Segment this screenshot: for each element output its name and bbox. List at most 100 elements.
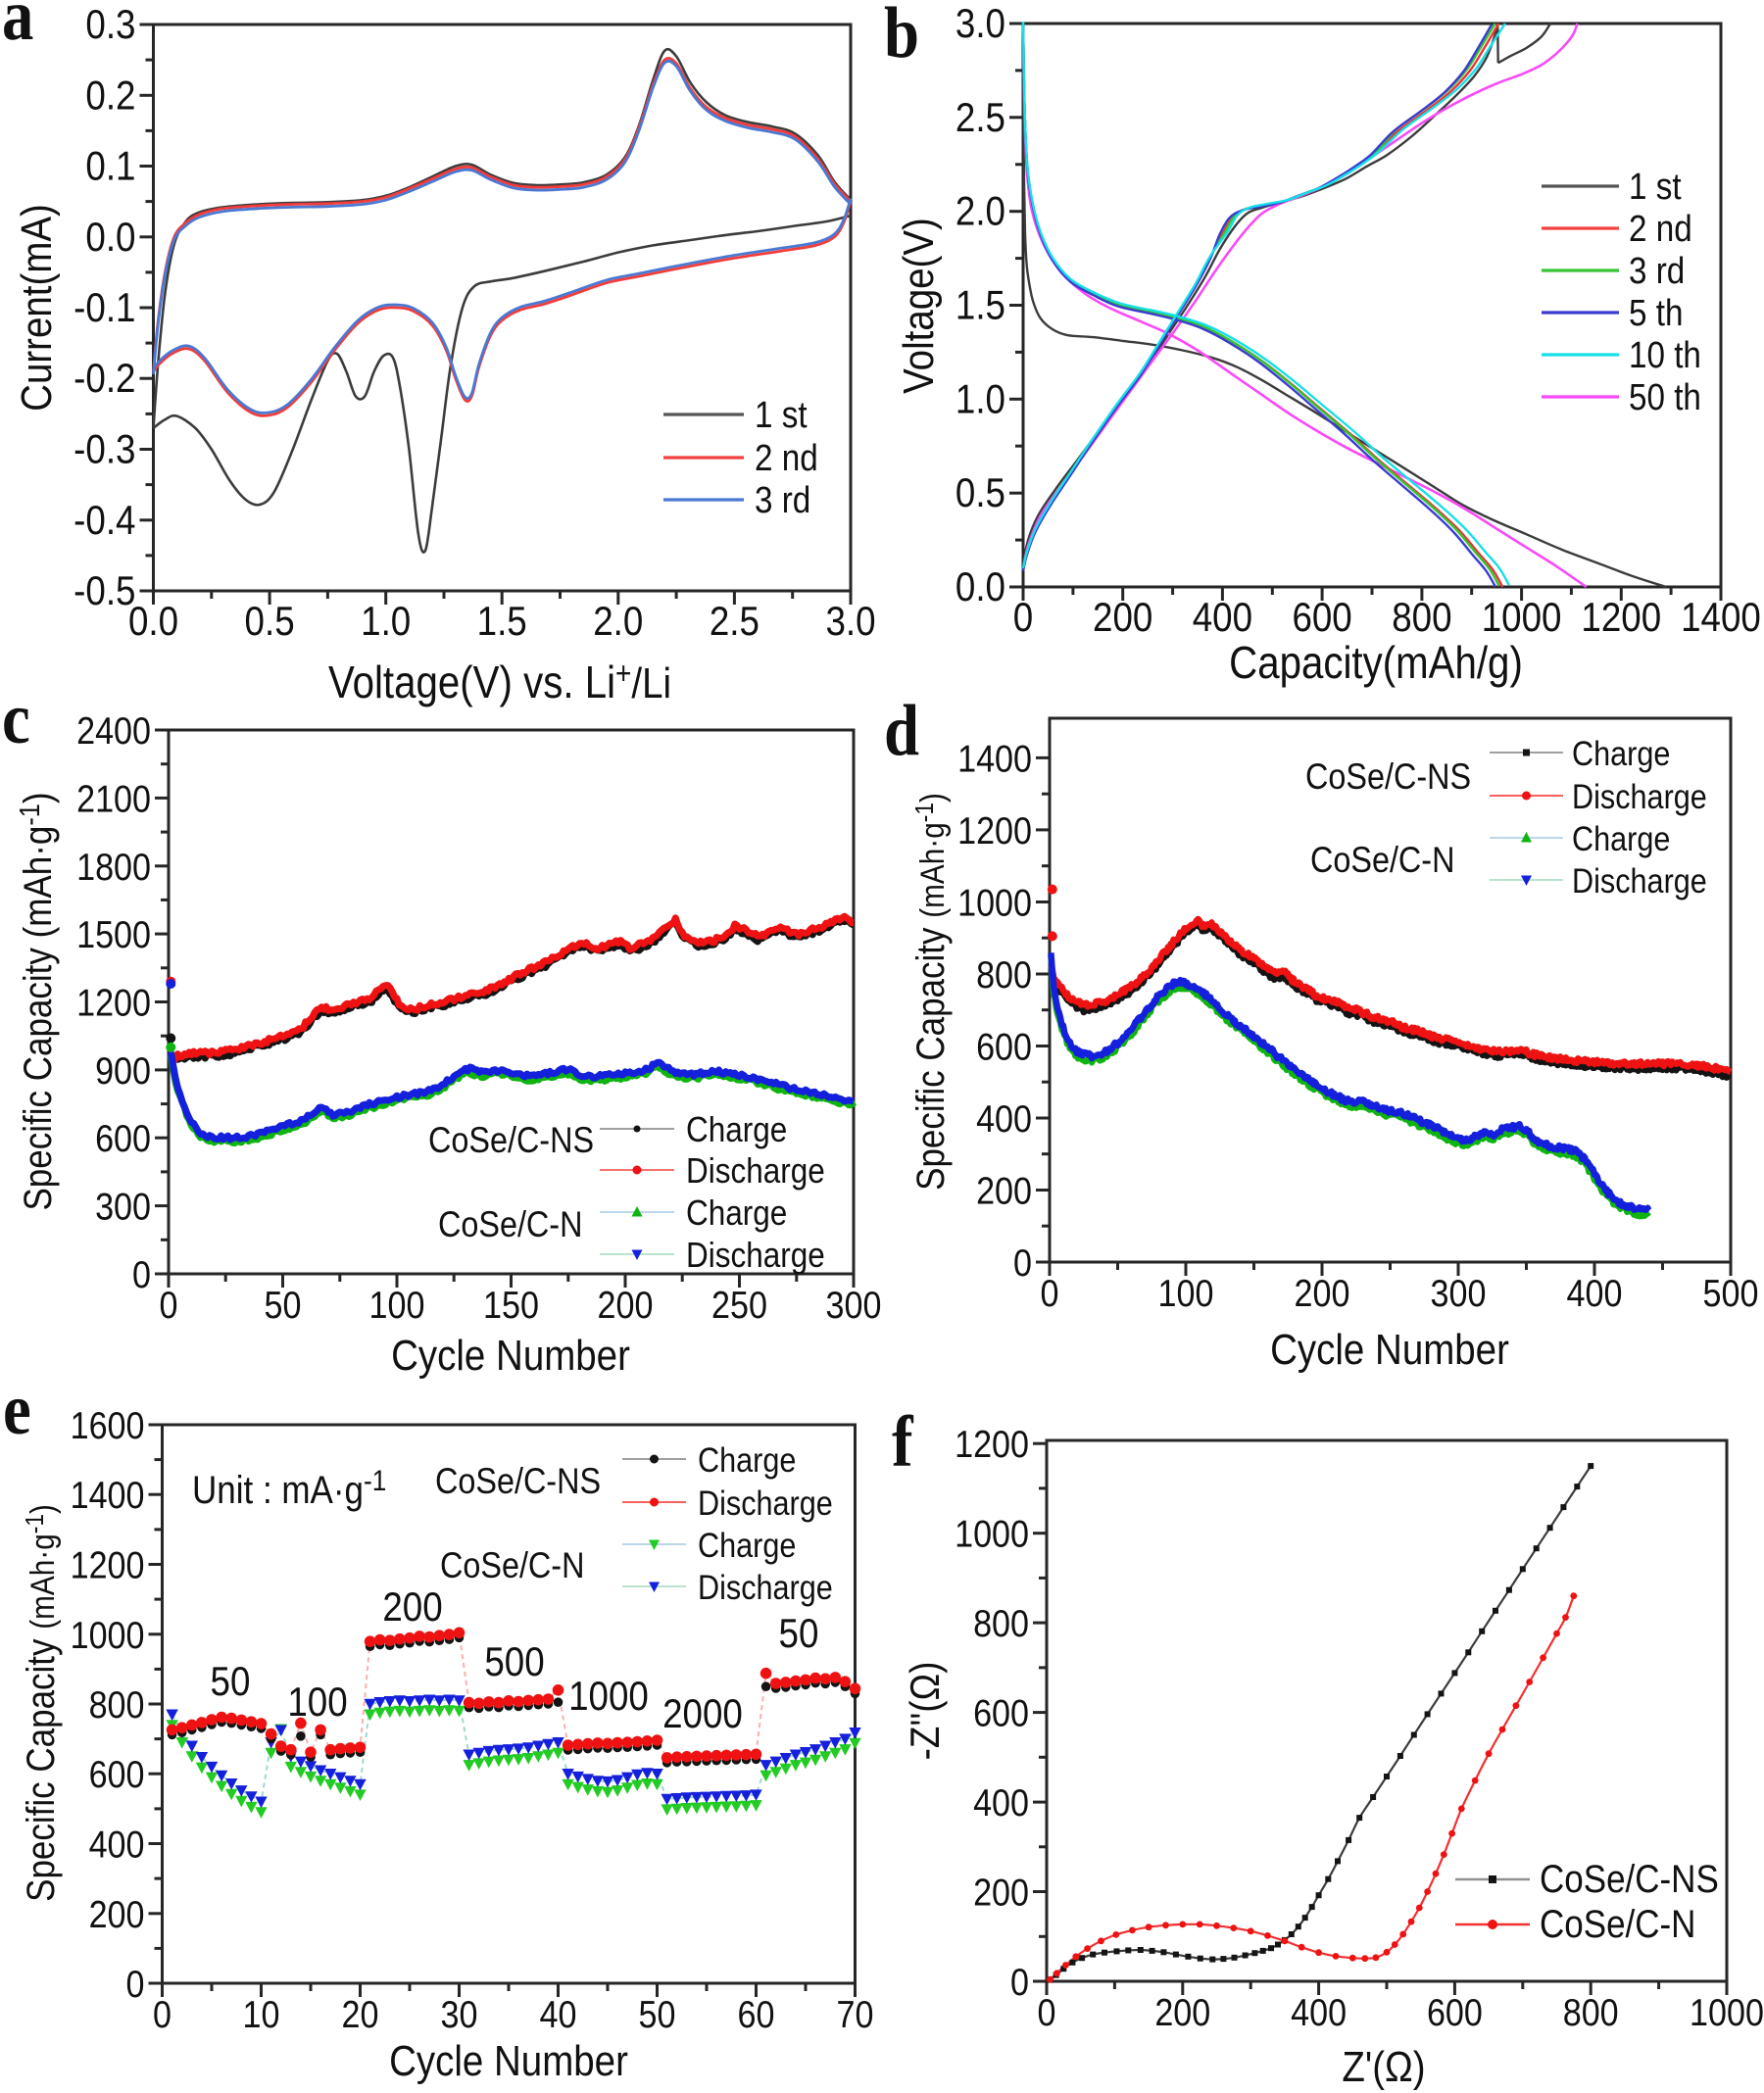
svg-text:300: 300 <box>1431 1272 1487 1315</box>
svg-text:1.5: 1.5 <box>956 282 1005 328</box>
svg-text:500: 500 <box>1703 1272 1759 1315</box>
svg-text:Charge: Charge <box>698 1526 796 1564</box>
svg-text:1400: 1400 <box>71 1474 145 1517</box>
svg-text:400: 400 <box>1291 1991 1347 2034</box>
svg-text:1000: 1000 <box>955 1513 1029 1556</box>
svg-text:CoSe/C-NS: CoSe/C-NS <box>435 1462 601 1501</box>
svg-text:1000: 1000 <box>568 1674 649 1720</box>
svg-text:Charge: Charge <box>1572 734 1670 772</box>
svg-text:Charge: Charge <box>698 1440 796 1479</box>
svg-text:30: 30 <box>441 1993 478 2036</box>
svg-text:0.0: 0.0 <box>128 599 178 645</box>
svg-text:400: 400 <box>1567 1272 1623 1315</box>
svg-text:0.3: 0.3 <box>85 2 135 48</box>
svg-text:1400: 1400 <box>1681 595 1761 641</box>
svg-text:Discharge: Discharge <box>1572 861 1707 900</box>
svg-text:0: 0 <box>1038 1991 1056 2034</box>
svg-text:600: 600 <box>1292 595 1351 641</box>
svg-text:0: 0 <box>1041 1272 1059 1315</box>
svg-text:-0.4: -0.4 <box>74 498 135 544</box>
svg-text:Charge: Charge <box>686 1193 787 1233</box>
svg-text:200: 200 <box>382 1584 442 1631</box>
svg-text:-Z''(Ω): -Z''(Ω) <box>903 1662 949 1761</box>
svg-text:Z'(Ω): Z'(Ω) <box>1342 2043 1425 2091</box>
svg-text:800: 800 <box>976 953 1032 997</box>
svg-text:800: 800 <box>89 1683 145 1727</box>
svg-text:0.0: 0.0 <box>85 215 135 261</box>
svg-text:2400: 2400 <box>76 709 151 753</box>
svg-text:200: 200 <box>976 1169 1032 1212</box>
svg-text:50: 50 <box>265 1284 302 1327</box>
svg-text:60: 60 <box>738 1993 775 2036</box>
svg-text:20: 20 <box>342 1993 379 2036</box>
svg-text:1200: 1200 <box>1581 595 1661 641</box>
svg-text:CoSe/C-NS: CoSe/C-NS <box>428 1121 594 1160</box>
svg-text:Specific Capacity (mAh·g-1): Specific Capacity (mAh·g-1) <box>19 1504 63 1902</box>
svg-text:0.5: 0.5 <box>956 470 1005 516</box>
svg-text:a: a <box>2 0 33 56</box>
svg-text:1000: 1000 <box>1482 595 1562 641</box>
svg-text:2000: 2000 <box>662 1691 743 1737</box>
svg-text:3 rd: 3 rd <box>1629 250 1685 292</box>
svg-text:3 rd: 3 rd <box>755 479 810 521</box>
svg-text:1000: 1000 <box>1690 1991 1764 2034</box>
svg-text:2 nd: 2 nd <box>755 437 818 479</box>
svg-text:Capacity(mAh/g): Capacity(mAh/g) <box>1229 639 1523 689</box>
svg-text:CoSe/C-NS: CoSe/C-NS <box>1540 1857 1719 1901</box>
svg-text:1200: 1200 <box>957 809 1032 852</box>
svg-text:CoSe/C-N: CoSe/C-N <box>1540 1902 1695 1946</box>
svg-text:Charge: Charge <box>686 1110 787 1149</box>
svg-text:f: f <box>892 1402 913 1483</box>
svg-text:0: 0 <box>126 1963 145 2006</box>
svg-text:10: 10 <box>243 1993 280 2036</box>
svg-text:50: 50 <box>779 1611 819 1657</box>
svg-text:50: 50 <box>211 1659 251 1705</box>
svg-text:Discharge: Discharge <box>686 1151 825 1191</box>
svg-text:d: d <box>884 691 919 771</box>
svg-text:200: 200 <box>1093 595 1152 641</box>
svg-text:10 th: 10 th <box>1629 334 1701 376</box>
svg-text:600: 600 <box>89 1753 145 1796</box>
svg-text:e: e <box>3 1370 31 1450</box>
svg-text:400: 400 <box>89 1823 145 1866</box>
svg-text:1 st: 1 st <box>755 394 808 436</box>
svg-text:Cycle Number: Cycle Number <box>1270 1326 1509 1374</box>
svg-text:c: c <box>2 679 30 759</box>
svg-text:Discharge: Discharge <box>686 1236 825 1275</box>
svg-text:1.0: 1.0 <box>361 599 411 645</box>
svg-text:600: 600 <box>973 1691 1029 1734</box>
svg-text:1200: 1200 <box>71 1543 145 1586</box>
svg-text:1 st: 1 st <box>1629 166 1682 208</box>
svg-text:100: 100 <box>1158 1272 1214 1315</box>
svg-text:1400: 1400 <box>957 737 1032 780</box>
svg-text:-0.1: -0.1 <box>74 285 135 331</box>
svg-text:1.0: 1.0 <box>956 376 1005 422</box>
svg-text:1800: 1800 <box>76 846 151 889</box>
svg-text:3.0: 3.0 <box>956 1 1005 47</box>
svg-text:5 th: 5 th <box>1629 292 1683 334</box>
svg-text:1200: 1200 <box>76 981 151 1024</box>
svg-text:0.0: 0.0 <box>956 564 1005 610</box>
svg-text:1.5: 1.5 <box>477 599 527 645</box>
svg-text:0.1: 0.1 <box>85 143 135 189</box>
svg-text:2100: 2100 <box>76 777 151 820</box>
svg-text:Discharge: Discharge <box>698 1484 833 1522</box>
svg-text:400: 400 <box>1193 595 1252 641</box>
svg-text:0: 0 <box>1010 1961 1029 2004</box>
svg-text:Cycle Number: Cycle Number <box>391 1332 630 1380</box>
svg-text:50: 50 <box>639 1993 676 2036</box>
svg-text:CoSe/C-N: CoSe/C-N <box>1310 841 1454 880</box>
svg-text:100: 100 <box>369 1284 425 1327</box>
svg-text:b: b <box>884 0 919 73</box>
svg-text:900: 900 <box>95 1049 151 1093</box>
svg-text:200: 200 <box>598 1284 654 1327</box>
svg-text:50 th: 50 th <box>1629 376 1701 418</box>
svg-text:2.0: 2.0 <box>593 599 643 645</box>
svg-text:0.5: 0.5 <box>245 599 295 645</box>
svg-text:0.2: 0.2 <box>85 73 135 119</box>
svg-text:0: 0 <box>132 1253 151 1296</box>
svg-text:0: 0 <box>153 1993 172 2036</box>
svg-text:300: 300 <box>95 1185 151 1228</box>
svg-text:0: 0 <box>1013 595 1033 641</box>
svg-text:70: 70 <box>837 1993 874 2036</box>
